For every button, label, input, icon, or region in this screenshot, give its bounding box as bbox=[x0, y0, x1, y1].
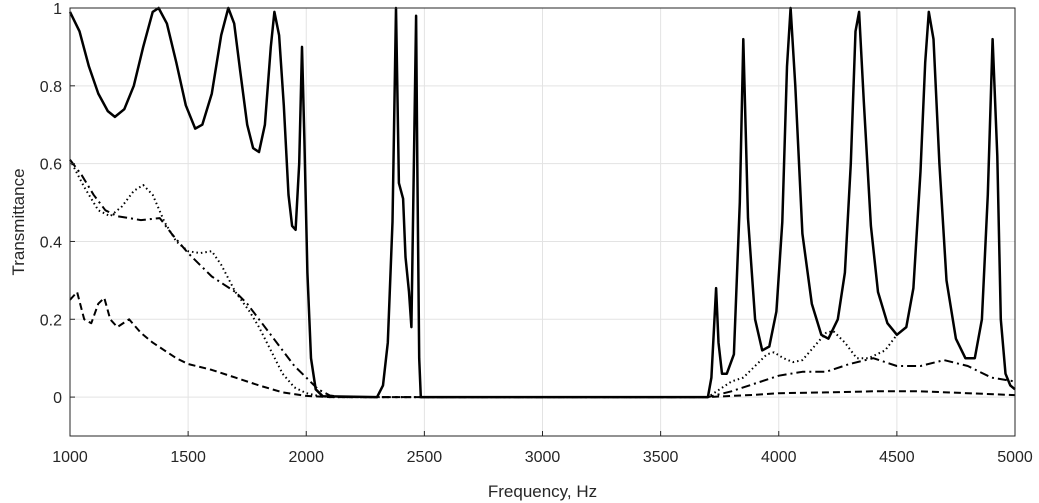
x-tick-label: 5000 bbox=[997, 449, 1033, 466]
x-axis-ticks: 1000 1500 2000 2500 3000 3500 4000 4500 5000 bbox=[52, 431, 1033, 466]
x-tick-label: 1500 bbox=[170, 449, 206, 466]
x-tick-label: 2000 bbox=[288, 449, 324, 466]
series-line-dashed bbox=[69, 291, 1016, 399]
y-tick-label: 0.8 bbox=[40, 79, 62, 96]
x-tick-label: 3000 bbox=[525, 449, 561, 466]
x-tick-label: 2500 bbox=[407, 449, 443, 466]
y-tick-label: 0 bbox=[53, 390, 62, 407]
x-tick-label: 3500 bbox=[643, 449, 679, 466]
grid-lines bbox=[69, 7, 1016, 436]
x-axis-label: Frequency, Hz bbox=[488, 482, 597, 501]
y-tick-label: 1 bbox=[53, 1, 62, 18]
series-line-solid bbox=[68, 6, 1016, 399]
y-axis-label: Transmittance bbox=[9, 168, 28, 275]
series-group bbox=[68, 6, 1016, 399]
x-tick-label: 1000 bbox=[52, 449, 88, 466]
y-tick-label: 0.6 bbox=[40, 157, 62, 174]
y-tick-label: 0.2 bbox=[40, 312, 62, 329]
x-tick-label: 4500 bbox=[879, 449, 915, 466]
y-axis-ticks: 0 0.2 0.4 0.6 0.8 1 bbox=[40, 1, 75, 407]
series-line-dash-dot bbox=[69, 159, 1016, 399]
x-tick-label: 4000 bbox=[761, 449, 797, 466]
series-line-dotted bbox=[69, 159, 898, 399]
y-tick-label: 0.4 bbox=[40, 234, 62, 251]
